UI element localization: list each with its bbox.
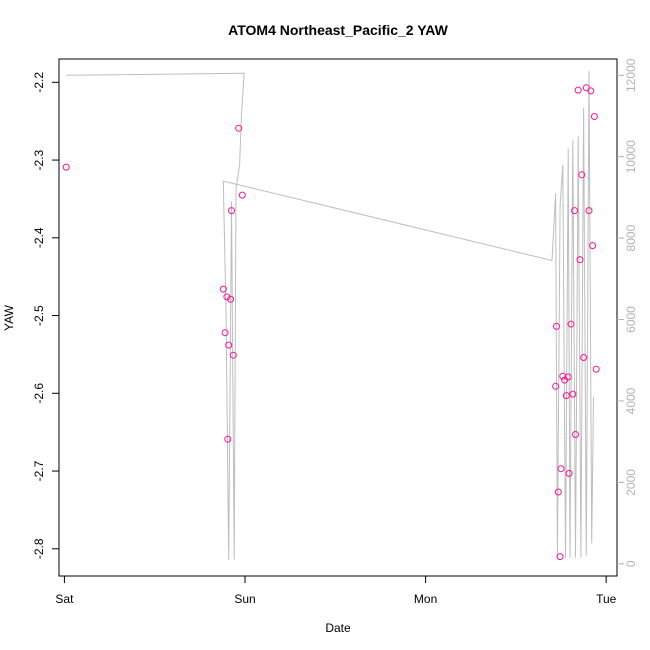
data-point-16: [559, 372, 567, 380]
data-point-11: [552, 382, 560, 390]
y2-tick-label: 2000: [624, 469, 638, 496]
data-point-5: [225, 341, 233, 349]
data-point-4: [224, 435, 232, 443]
data-point-30: [585, 207, 593, 215]
y-tick-label: -2.3: [32, 149, 46, 170]
data-point-13: [554, 488, 562, 496]
x-tick-label: Tue: [596, 592, 617, 606]
y-axis-label: YAW: [2, 304, 16, 331]
data-point-18: [562, 392, 570, 400]
data-point-24: [572, 431, 579, 438]
y-tick-label: -2.6: [32, 383, 46, 404]
data-point-0: [62, 163, 70, 171]
data-point-31: [587, 87, 595, 95]
x-tick-label: Sat: [55, 592, 74, 606]
data-point-9: [235, 124, 243, 132]
data-point-2: [221, 329, 229, 337]
data-point-8: [229, 351, 237, 359]
data-point-28: [580, 354, 588, 361]
data-point-10: [238, 191, 246, 199]
data-point-21: [567, 320, 575, 328]
y-tick-label: -2.7: [32, 460, 46, 481]
y2-tick-label: 4000: [624, 387, 638, 414]
data-point-22: [569, 390, 577, 398]
y-tick-label: -2.5: [32, 305, 46, 326]
data-point-26: [576, 256, 584, 264]
data-point-14: [556, 553, 564, 561]
data-point-20: [565, 469, 573, 477]
y2-tick-label: 0: [624, 560, 638, 567]
data-point-1: [219, 285, 227, 293]
data-point-6: [227, 295, 235, 303]
data-point-3: [223, 293, 231, 301]
y2-tick-label: 10000: [624, 140, 638, 174]
x-tick-label: Mon: [414, 592, 437, 606]
plot-area: [62, 71, 600, 561]
data-point-33: [590, 113, 598, 120]
data-point-32: [589, 242, 597, 250]
data-point-7: [228, 207, 235, 215]
x-axis-label: Date: [325, 621, 351, 635]
y2-tick-label: 12000: [624, 58, 638, 92]
y-tick-label: -2.2: [32, 72, 46, 93]
data-point-15: [557, 465, 565, 473]
data-point-27: [578, 171, 586, 179]
chart-title: ATOM4 Northeast_Pacific_2 YAW: [228, 22, 448, 38]
y-tick-label: -2.8: [32, 538, 46, 559]
y-tick-label: -2.4: [32, 227, 46, 248]
plot-frame: [58, 58, 618, 577]
x-tick-label: Sun: [234, 592, 255, 606]
data-point-34: [592, 365, 600, 373]
y2-tick-label: 6000: [624, 306, 638, 333]
data-point-23: [571, 207, 579, 215]
data-point-12: [553, 322, 560, 330]
data-point-25: [574, 86, 582, 94]
data-point-19: [564, 373, 572, 381]
y2-tick-label: 8000: [624, 224, 638, 251]
